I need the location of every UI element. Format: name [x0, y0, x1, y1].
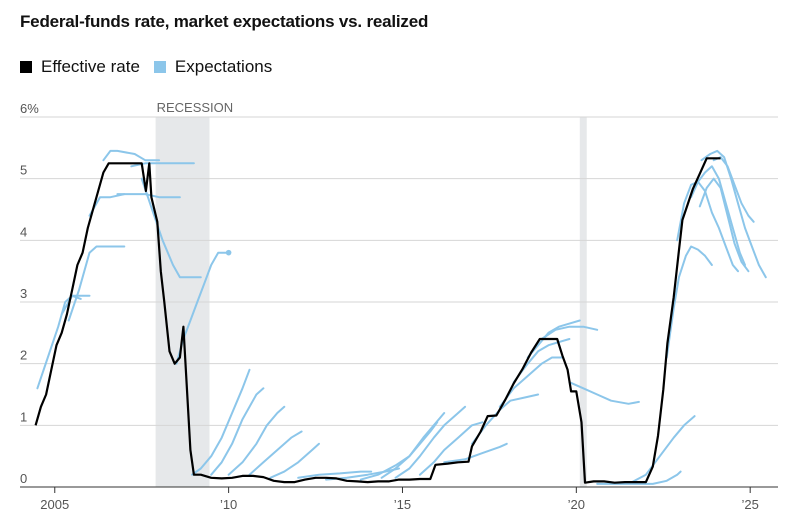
expectation-line-19 [418, 421, 484, 476]
chart-legend: Effective rate Expectations [20, 57, 286, 77]
y-tick-label-6: 6% [20, 101, 39, 116]
expectation-line-30 [676, 180, 739, 273]
x-tick-label-2015: ’15 [394, 497, 411, 512]
recession-label: RECESSION [157, 100, 234, 115]
expectation-line-24 [526, 319, 581, 359]
effective-rate-line [34, 157, 721, 484]
legend-swatch-expectations [153, 61, 166, 73]
expectation-line-1 [60, 294, 82, 316]
legend-item-effective-rate: Effective rate [20, 57, 140, 77]
legend-label-expectations: Expectations [174, 57, 273, 76]
legend-item-expectations: Expectations [153, 57, 273, 77]
x-tick-label-2020: ’20 [568, 497, 585, 512]
expectation-line-25 [540, 325, 599, 340]
expectation-line-22 [498, 356, 564, 408]
expectation-line-16 [359, 421, 439, 481]
expectation-line-32 [700, 149, 767, 279]
expectation-line-17 [380, 412, 446, 479]
legend-swatch-effective-rate [20, 61, 32, 73]
expectation-line-9 [191, 368, 251, 476]
y-tick-label-1: 1 [20, 409, 27, 424]
expectation-line-5 [116, 193, 181, 199]
expectation-line-13 [269, 442, 320, 479]
expectation-line-6 [130, 162, 195, 168]
expectation-line-14 [297, 470, 373, 479]
expectation-line-27 [596, 470, 682, 485]
y-tick-label-4: 4 [20, 224, 27, 239]
expectation-line-11 [227, 405, 286, 476]
expectation-line-12 [248, 430, 303, 476]
legend-label-effective-rate: Effective rate [41, 57, 140, 76]
expectation-line-29 [665, 245, 713, 359]
expectation-line-33 [712, 156, 755, 223]
expectation-line-4 [102, 149, 161, 162]
x-tick-label-2010: ’10 [220, 497, 237, 512]
y-tick-label-2: 2 [20, 348, 27, 363]
y-tick-label-5: 5 [20, 163, 27, 178]
x-tick-label-2005: 2005 [40, 497, 69, 512]
expectation-line-21 [471, 393, 540, 445]
expectation-line-34 [698, 177, 750, 273]
chart-title: Federal-funds rate, market expectations … [20, 12, 429, 31]
x-tick-label-2025: ’25 [742, 497, 759, 512]
expectation-line-28 [631, 415, 696, 484]
expectation-line-2 [67, 245, 126, 322]
expectation-line-10 [210, 387, 265, 476]
expectation-line-7 [140, 177, 202, 279]
expectation-endpoint-dot [225, 249, 232, 256]
y-tick-label-0: 0 [20, 471, 27, 486]
expectation-line-20 [443, 442, 508, 464]
y-tick-label-3: 3 [20, 286, 27, 301]
expectation-line-18 [394, 405, 467, 479]
expectation-line-26 [568, 381, 640, 405]
expectation-line-31 [690, 165, 746, 266]
expectation-line-23 [512, 338, 571, 384]
